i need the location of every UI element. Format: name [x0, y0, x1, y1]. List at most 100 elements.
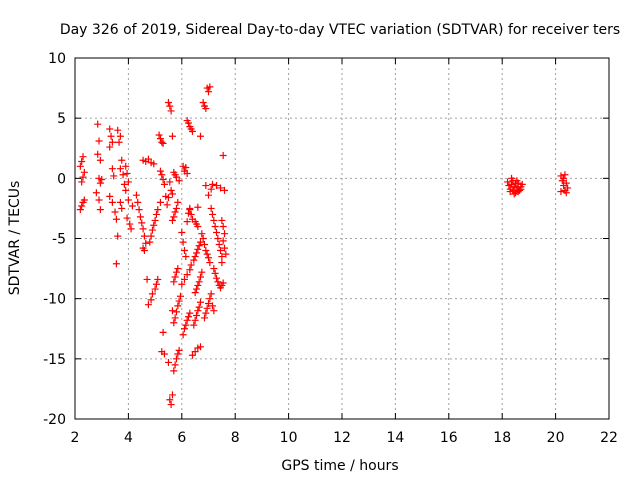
data-point: [504, 178, 512, 186]
x-tick-labels: 2 4 6 8 10 12 14 16 18 20 22: [71, 430, 618, 446]
y-tick-label: 5: [57, 111, 66, 127]
data-point: [76, 206, 84, 214]
data-point: [198, 268, 206, 276]
data-point: [139, 225, 147, 233]
data-point: [175, 346, 183, 354]
data-point: [183, 316, 191, 324]
data-point: [191, 316, 199, 324]
data-point: [217, 184, 225, 192]
data-point: [128, 202, 136, 210]
grid-lines: [75, 58, 609, 419]
data-point: [186, 309, 194, 317]
data-point: [192, 285, 200, 293]
data-point: [170, 319, 178, 327]
data-point: [124, 196, 132, 204]
data-point: [187, 210, 195, 218]
data-point: [200, 314, 208, 322]
data-point: [152, 280, 160, 288]
x-tick-label: 16: [440, 430, 458, 446]
data-point: [174, 302, 182, 310]
data-point: [180, 325, 188, 333]
data-point: [158, 171, 166, 179]
data-point: [207, 185, 215, 193]
data-point: [516, 186, 524, 194]
data-point: [188, 127, 196, 135]
y-axis-label: SDTVAR / TECUs: [7, 181, 23, 296]
data-point: [140, 232, 148, 240]
data-point: [172, 173, 180, 181]
data-point: [195, 303, 203, 311]
data-point: [210, 265, 218, 273]
data-point: [182, 321, 190, 329]
data-point: [142, 239, 150, 247]
data-point: [95, 196, 103, 204]
data-point: [213, 274, 221, 282]
data-point: [154, 206, 162, 214]
data-point: [210, 216, 218, 224]
data-point: [195, 242, 203, 250]
data-point: [151, 285, 159, 293]
data-point: [218, 253, 226, 261]
data-point: [147, 232, 155, 240]
data-point: [205, 88, 212, 96]
data-point: [172, 268, 180, 276]
data-point: [108, 165, 116, 173]
data-point: [122, 186, 130, 194]
data-point: [112, 215, 120, 223]
data-point: [179, 331, 187, 339]
data-point: [168, 391, 176, 399]
data-point: [116, 132, 124, 140]
data-point: [135, 206, 143, 214]
x-tick-label: 2: [71, 430, 80, 446]
data-point: [179, 238, 187, 246]
data-point: [164, 358, 172, 366]
data-point: [112, 260, 120, 268]
data-point: [96, 206, 104, 214]
data-point: [196, 298, 204, 306]
data-point: [174, 265, 182, 273]
data-point: [96, 179, 104, 187]
data-point: [198, 230, 206, 238]
data-point: [206, 295, 214, 303]
data-point: [564, 184, 572, 192]
data-point: [560, 174, 568, 182]
data-point: [124, 178, 132, 186]
y-tick-label: -10: [43, 292, 66, 308]
data-point: [211, 222, 219, 230]
data-point: [118, 156, 126, 164]
data-point: [562, 189, 570, 197]
data-point: [122, 162, 130, 170]
data-point: [172, 308, 180, 316]
data-point: [194, 245, 202, 253]
data-point: [79, 153, 87, 161]
data-point: [178, 228, 186, 236]
data-point: [219, 222, 227, 230]
data-point: [111, 208, 119, 216]
data-point: [79, 173, 87, 181]
data-point: [221, 230, 229, 238]
y-tick-label: -20: [43, 412, 66, 428]
data-point: [164, 99, 172, 107]
data-point: [170, 367, 178, 375]
data-point: [146, 238, 154, 246]
data-point: [180, 275, 188, 283]
data-point: [158, 138, 166, 146]
data-point: [510, 190, 518, 198]
data-point: [206, 83, 214, 91]
x-tick-label: 22: [600, 430, 618, 446]
data-point: [207, 290, 215, 298]
data-point: [211, 269, 219, 277]
data-point: [191, 253, 199, 261]
y-tick-label: 0: [57, 171, 66, 187]
data-point: [116, 165, 124, 173]
data-point: [114, 232, 122, 240]
data-point: [209, 210, 217, 218]
data-point: [171, 361, 179, 369]
data-point: [108, 198, 116, 206]
data-point: [202, 247, 210, 255]
data-point: [94, 120, 102, 128]
data-point: [160, 350, 168, 358]
data-point: [205, 299, 212, 307]
data-point: [203, 304, 211, 312]
x-axis-label: GPS time / hours: [281, 458, 398, 474]
